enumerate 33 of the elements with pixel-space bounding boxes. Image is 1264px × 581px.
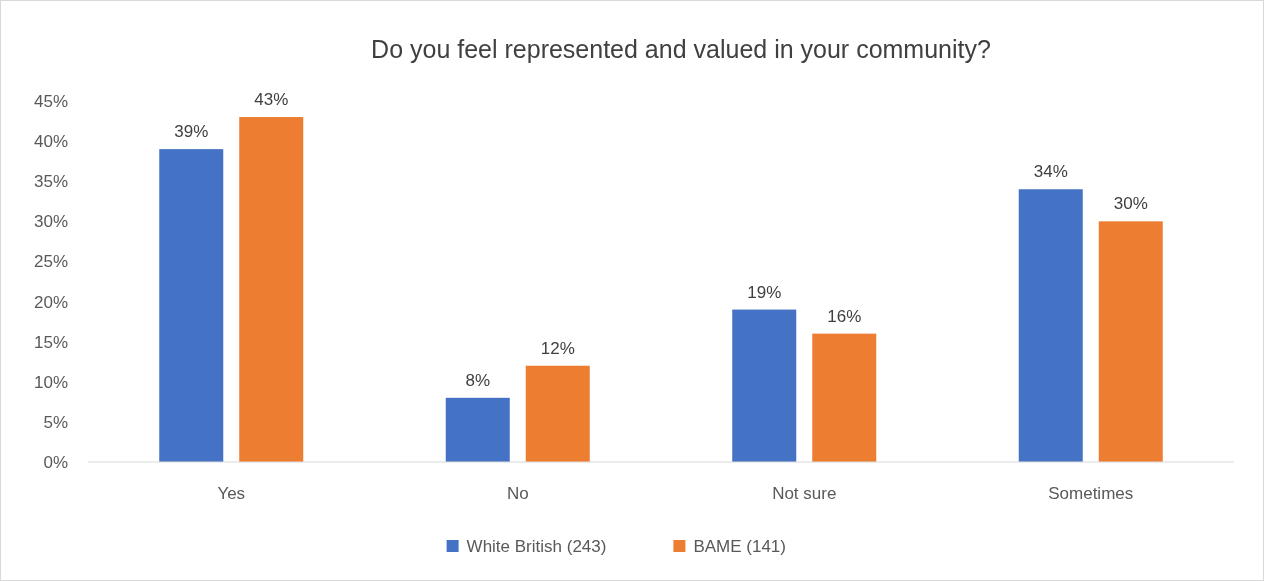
chart-title: Do you feel represented and valued in your community?	[371, 35, 991, 63]
bar	[159, 149, 224, 462]
y-tick-label: 20%	[33, 292, 68, 312]
legend-label: BAME (141)	[693, 536, 786, 556]
x-tick-label: Not sure	[772, 484, 837, 503]
y-tick-label: 30%	[33, 212, 68, 232]
bar	[812, 333, 877, 462]
legend-label: White British (243)	[466, 536, 607, 556]
data-label: 43%	[254, 90, 289, 110]
y-tick-label: 0%	[43, 452, 68, 472]
y-tick-label: 15%	[33, 332, 68, 352]
y-tick-label: 25%	[33, 252, 68, 272]
y-tick-label: 35%	[33, 172, 68, 192]
y-tick-label: 40%	[33, 132, 68, 152]
data-label: 39%	[174, 122, 209, 142]
bar	[239, 117, 304, 462]
data-label: 30%	[1113, 194, 1148, 214]
data-label: 19%	[747, 282, 782, 302]
data-label: 8%	[465, 370, 491, 390]
bar	[525, 365, 590, 462]
y-tick-label: 5%	[43, 412, 68, 432]
x-tick-label: Sometimes	[1048, 484, 1134, 503]
y-tick-label: 45%	[33, 91, 68, 111]
data-label: 12%	[540, 338, 575, 358]
bar	[445, 397, 510, 462]
y-tick-label: 10%	[33, 372, 68, 392]
x-tick-label: Yes	[217, 484, 246, 503]
bar	[732, 309, 797, 462]
bar	[1098, 221, 1163, 462]
data-label: 34%	[1033, 162, 1068, 182]
x-tick-label: No	[506, 484, 529, 503]
bar	[1018, 189, 1083, 462]
data-label: 16%	[827, 306, 862, 326]
